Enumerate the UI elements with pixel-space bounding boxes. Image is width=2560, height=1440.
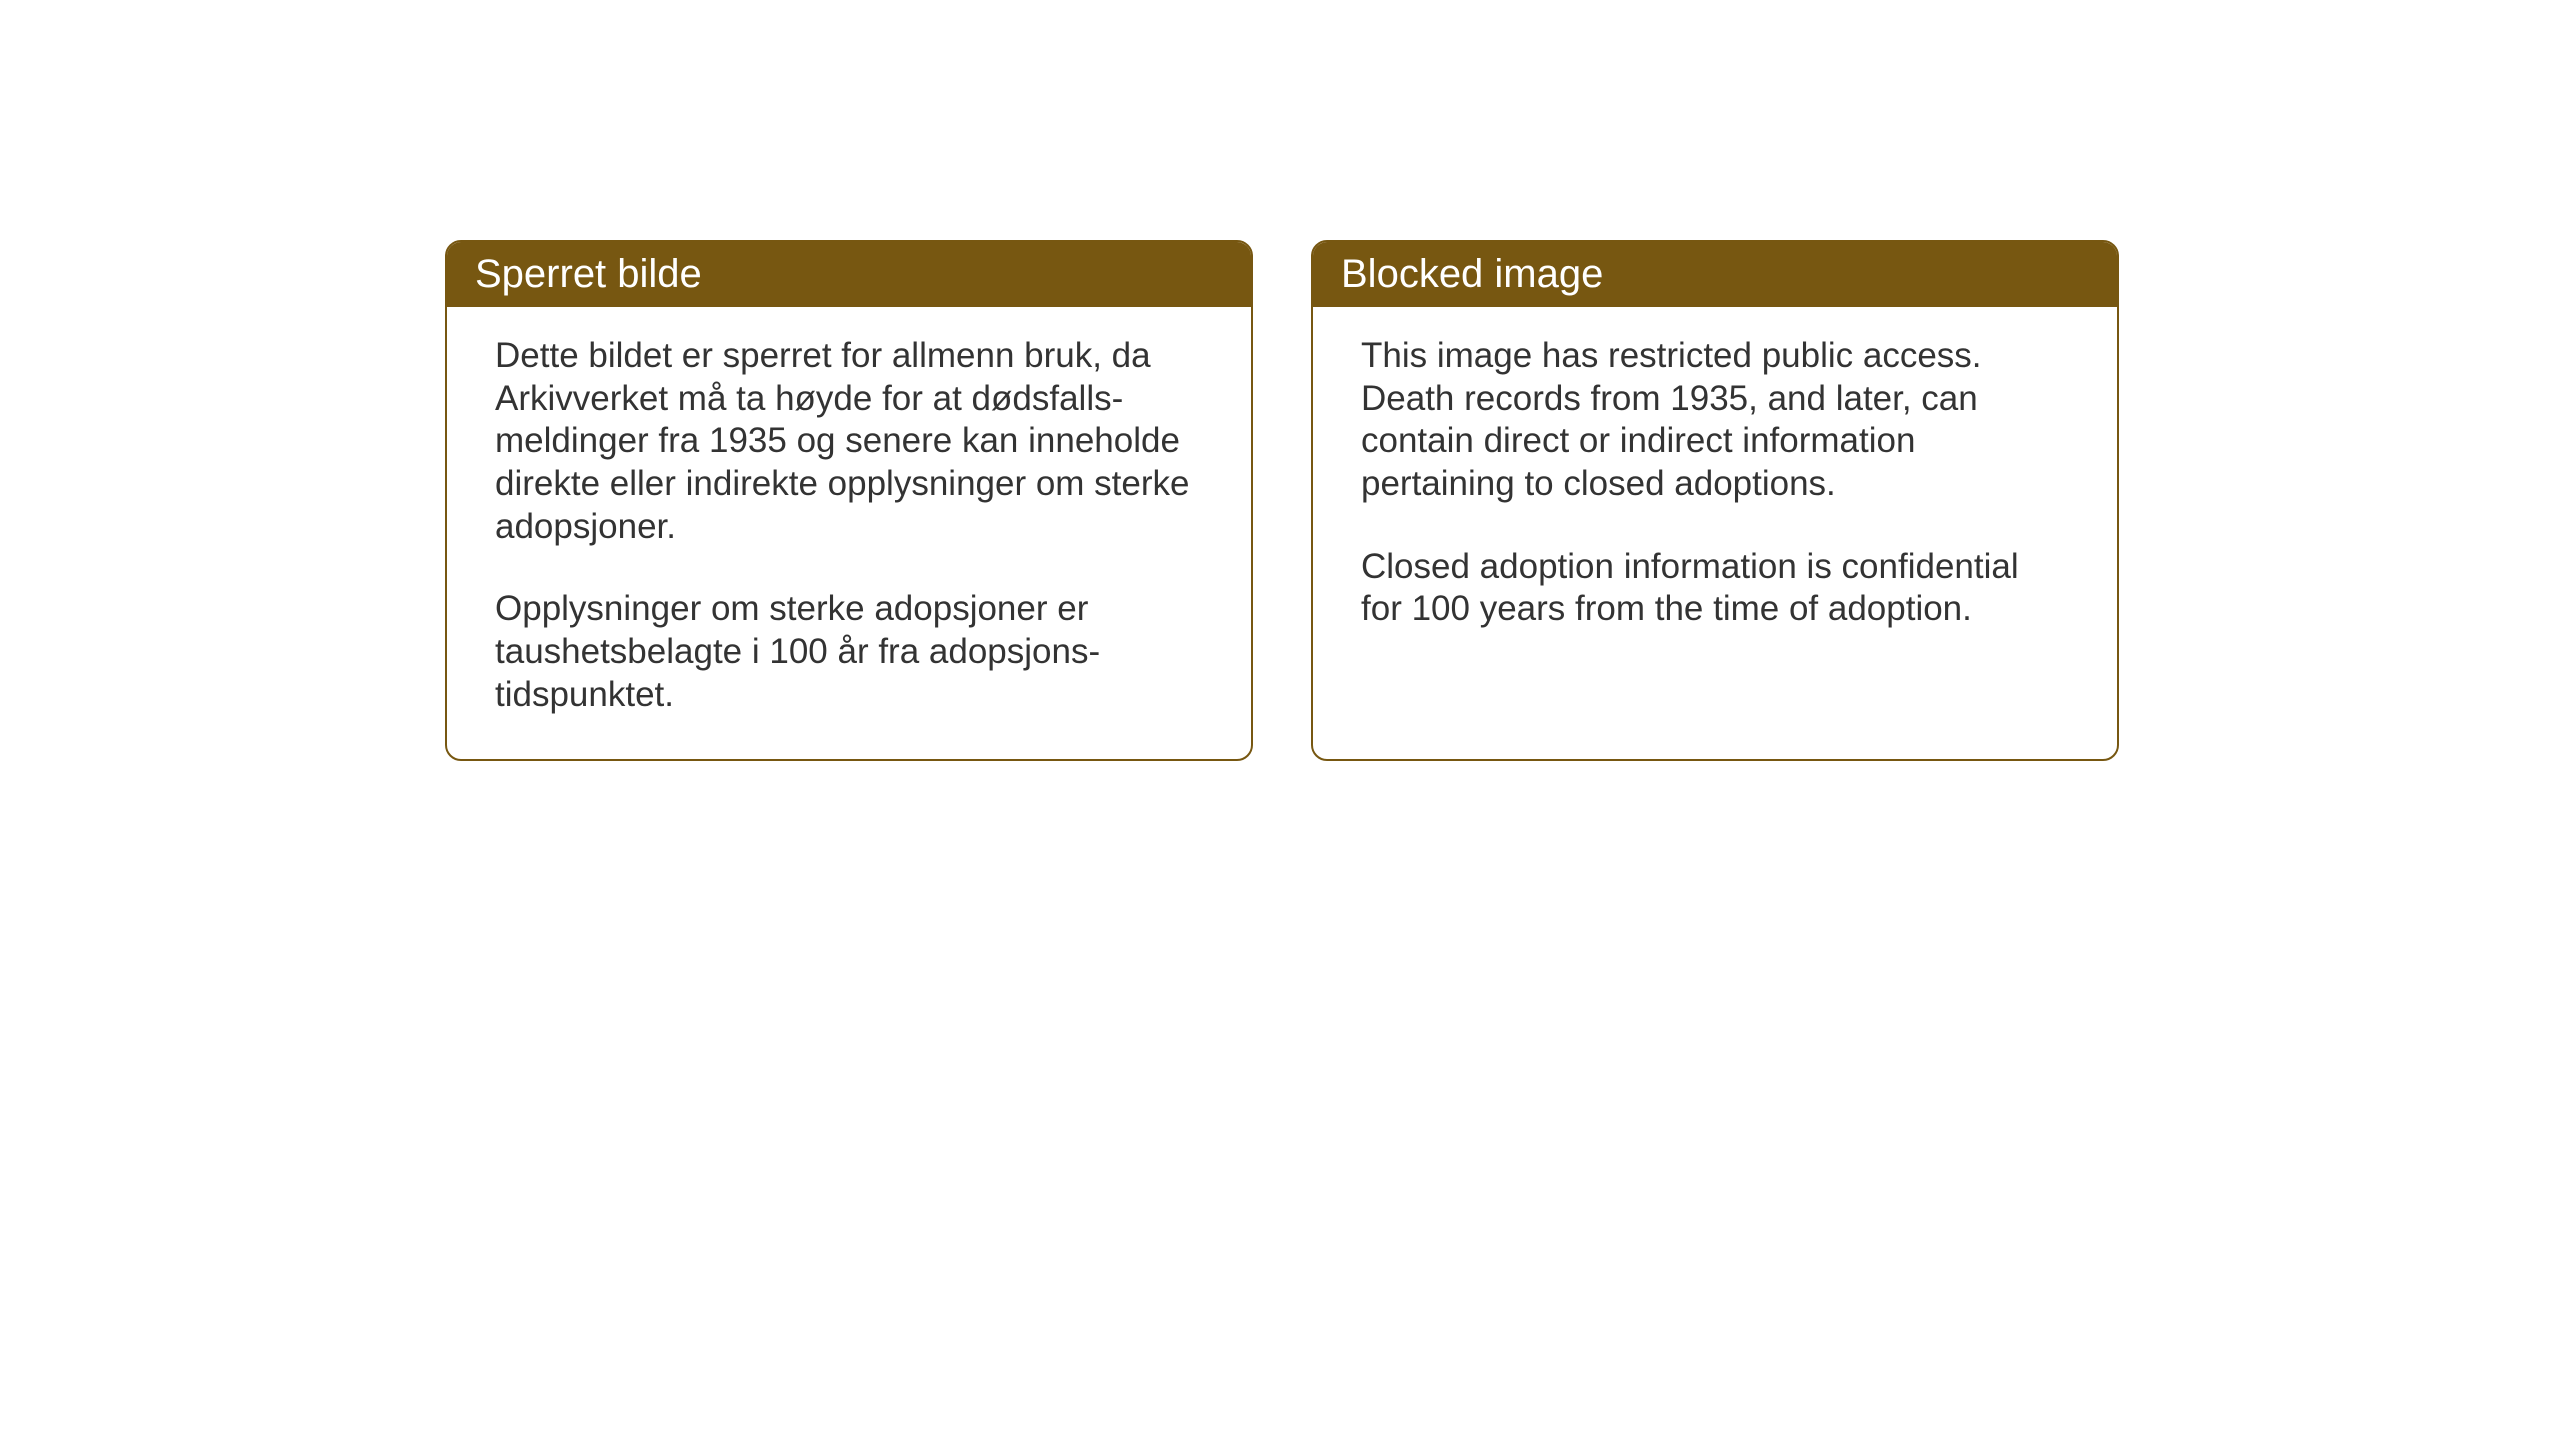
english-card-body: This image has restricted public access.…: [1313, 307, 2117, 673]
english-title: Blocked image: [1341, 252, 1603, 296]
norwegian-paragraph-2: Opplysninger om sterke adopsjoner er tau…: [495, 588, 1203, 716]
notice-container: Sperret bilde Dette bildet er sperret fo…: [445, 240, 2119, 761]
norwegian-notice-card: Sperret bilde Dette bildet er sperret fo…: [445, 240, 1253, 761]
english-paragraph-1: This image has restricted public access.…: [1361, 335, 2069, 506]
norwegian-paragraph-1: Dette bildet er sperret for allmenn bruk…: [495, 335, 1203, 548]
norwegian-card-header: Sperret bilde: [447, 242, 1251, 307]
english-paragraph-2: Closed adoption information is confident…: [1361, 546, 2069, 631]
english-notice-card: Blocked image This image has restricted …: [1311, 240, 2119, 761]
english-card-header: Blocked image: [1313, 242, 2117, 307]
norwegian-card-body: Dette bildet er sperret for allmenn bruk…: [447, 307, 1251, 759]
norwegian-title: Sperret bilde: [475, 252, 702, 296]
